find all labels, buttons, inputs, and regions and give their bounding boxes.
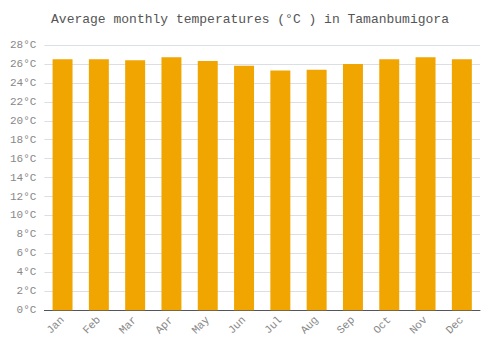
svg-text:18°C: 18°C bbox=[10, 134, 37, 146]
svg-text:8°C: 8°C bbox=[17, 228, 37, 240]
svg-text:Oct: Oct bbox=[371, 314, 393, 336]
svg-text:Jul: Jul bbox=[262, 314, 284, 336]
svg-text:20°C: 20°C bbox=[10, 115, 37, 127]
svg-text:2°C: 2°C bbox=[17, 285, 37, 297]
svg-text:Dec: Dec bbox=[444, 314, 466, 336]
svg-text:22°C: 22°C bbox=[10, 96, 37, 108]
svg-text:28°C: 28°C bbox=[10, 39, 37, 51]
svg-text:Average monthly temperatures (: Average monthly temperatures (°C ) in Ta… bbox=[51, 12, 449, 27]
svg-text:Apr: Apr bbox=[153, 314, 175, 336]
svg-text:6°C: 6°C bbox=[17, 247, 37, 259]
svg-text:24°C: 24°C bbox=[10, 77, 37, 89]
svg-text:May: May bbox=[190, 314, 213, 337]
svg-text:10°C: 10°C bbox=[10, 209, 37, 221]
svg-text:16°C: 16°C bbox=[10, 153, 37, 165]
svg-text:4°C: 4°C bbox=[17, 266, 37, 278]
svg-text:Jan: Jan bbox=[44, 314, 66, 336]
svg-text:26°C: 26°C bbox=[10, 58, 37, 70]
svg-text:Feb: Feb bbox=[81, 314, 103, 336]
svg-text:14°C: 14°C bbox=[10, 172, 37, 184]
svg-text:Jun: Jun bbox=[226, 314, 248, 336]
svg-text:Aug: Aug bbox=[298, 314, 320, 336]
svg-text:Sep: Sep bbox=[335, 314, 357, 336]
svg-text:Mar: Mar bbox=[117, 314, 139, 336]
svg-text:Nov: Nov bbox=[407, 314, 430, 337]
svg-text:0°C: 0°C bbox=[17, 304, 37, 316]
svg-text:12°C: 12°C bbox=[10, 191, 37, 203]
